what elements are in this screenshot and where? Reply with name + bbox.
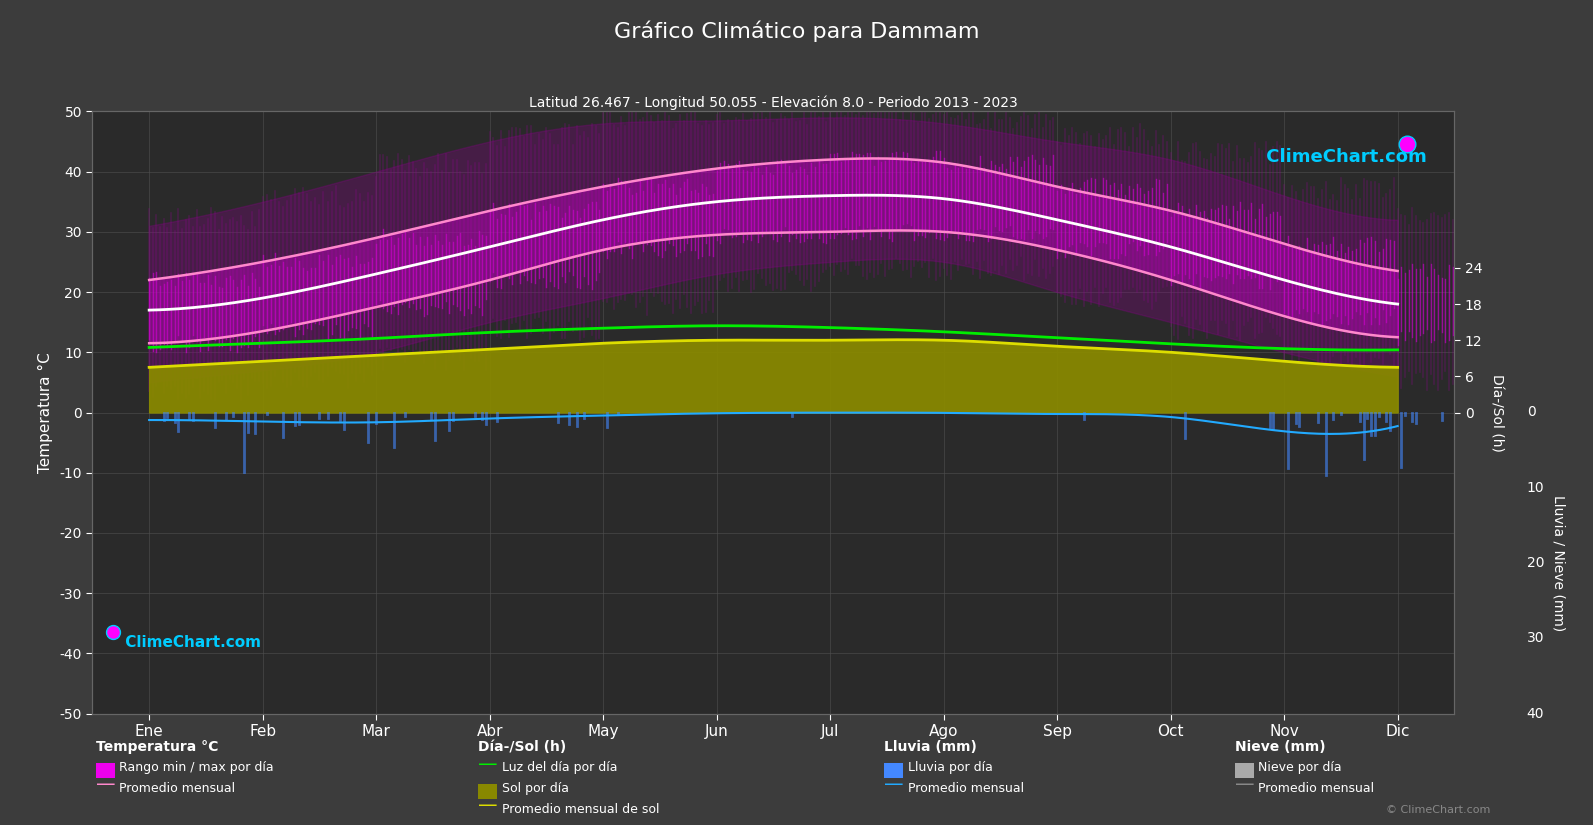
Title: Latitud 26.467 - Longitud 50.055 - Elevación 8.0 - Periodo 2013 - 2023: Latitud 26.467 - Longitud 50.055 - Eleva… (529, 96, 1018, 111)
Text: —: — (1235, 776, 1254, 794)
Text: Promedio mensual: Promedio mensual (908, 782, 1024, 795)
Text: Promedio mensual de sol: Promedio mensual de sol (502, 803, 660, 816)
Text: Gráfico Climático para Dammam: Gráfico Climático para Dammam (613, 21, 980, 42)
Text: © ClimeChart.com: © ClimeChart.com (1386, 804, 1491, 814)
Text: ClimeChart.com: ClimeChart.com (119, 635, 261, 650)
Text: Nieve (mm): Nieve (mm) (1235, 740, 1325, 754)
Text: Temperatura °C: Temperatura °C (96, 740, 218, 754)
Text: —: — (96, 776, 115, 794)
Y-axis label: Temperatura °C: Temperatura °C (38, 352, 53, 473)
Text: Lluvia (mm): Lluvia (mm) (884, 740, 977, 754)
Text: —: — (884, 776, 903, 794)
Text: Luz del día por día: Luz del día por día (502, 761, 618, 775)
Text: Lluvia / Nieve (mm): Lluvia / Nieve (mm) (1552, 495, 1566, 631)
Text: Promedio mensual: Promedio mensual (1258, 782, 1375, 795)
Text: Promedio mensual: Promedio mensual (119, 782, 236, 795)
Text: —: — (478, 755, 497, 774)
Text: Sol por día: Sol por día (502, 782, 569, 795)
Text: Nieve por día: Nieve por día (1258, 761, 1341, 775)
Text: 0: 0 (1526, 406, 1536, 419)
Text: 30: 30 (1526, 631, 1544, 645)
Text: ClimeChart.com: ClimeChart.com (1260, 148, 1427, 166)
Text: —: — (478, 796, 497, 815)
Text: 10: 10 (1526, 481, 1544, 495)
Text: 40: 40 (1526, 707, 1544, 720)
Text: 20: 20 (1526, 556, 1544, 570)
Y-axis label: Día-/Sol (h): Día-/Sol (h) (1489, 374, 1504, 451)
Text: Rango min / max por día: Rango min / max por día (119, 761, 274, 775)
Text: Día-/Sol (h): Día-/Sol (h) (478, 740, 566, 754)
Text: Lluvia por día: Lluvia por día (908, 761, 992, 775)
